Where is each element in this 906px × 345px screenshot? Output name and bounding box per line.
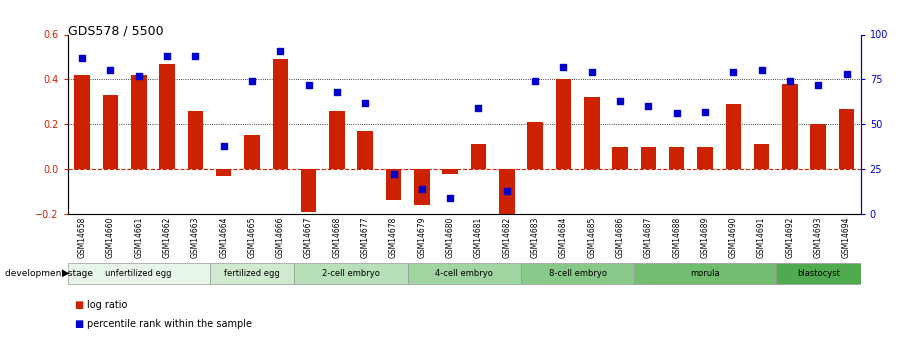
Point	[330, 89, 344, 95]
Text: percentile rank within the sample: percentile rank within the sample	[87, 319, 252, 329]
Point	[75, 55, 90, 61]
Bar	[358, 131, 373, 169]
Text: unfertilized egg: unfertilized egg	[105, 269, 172, 278]
Point	[217, 143, 231, 148]
Point	[471, 105, 486, 111]
Bar	[669, 147, 684, 169]
Bar	[131, 75, 147, 169]
Point	[188, 53, 203, 59]
Bar	[159, 64, 175, 169]
Point	[641, 104, 656, 109]
Text: ■: ■	[74, 319, 83, 329]
Bar	[442, 169, 458, 174]
Point	[415, 186, 429, 191]
Point	[358, 100, 372, 106]
Point	[726, 69, 740, 75]
FancyBboxPatch shape	[68, 263, 209, 284]
Bar	[102, 95, 118, 169]
Text: GDS578 / 5500: GDS578 / 5500	[68, 24, 164, 37]
Bar	[726, 104, 741, 169]
Point	[556, 64, 571, 70]
Bar	[584, 97, 600, 169]
Point	[273, 48, 287, 53]
Text: development stage: development stage	[5, 269, 92, 278]
Bar	[499, 169, 515, 218]
Bar	[188, 111, 203, 169]
Bar	[782, 84, 797, 169]
Point	[528, 78, 543, 84]
Point	[302, 82, 316, 88]
Bar	[245, 136, 260, 169]
Bar	[754, 145, 769, 169]
Point	[159, 53, 174, 59]
Point	[670, 111, 684, 116]
Text: log ratio: log ratio	[87, 300, 128, 310]
FancyBboxPatch shape	[408, 263, 521, 284]
Text: morula: morula	[690, 269, 719, 278]
Bar	[301, 169, 316, 212]
Point	[612, 98, 627, 104]
Bar	[216, 169, 231, 176]
Bar	[329, 111, 344, 169]
Bar	[273, 59, 288, 169]
Point	[245, 78, 259, 84]
Point	[783, 78, 797, 84]
Point	[131, 73, 146, 79]
Bar	[386, 169, 401, 200]
FancyBboxPatch shape	[776, 263, 861, 284]
FancyBboxPatch shape	[634, 263, 776, 284]
Bar	[414, 169, 429, 205]
Bar	[74, 75, 90, 169]
Point	[755, 68, 769, 73]
Text: blastocyst: blastocyst	[796, 269, 840, 278]
Point	[499, 188, 514, 193]
Text: 8-cell embryo: 8-cell embryo	[548, 269, 607, 278]
Text: 2-cell embryo: 2-cell embryo	[323, 269, 380, 278]
Point	[584, 69, 599, 75]
Bar	[641, 147, 656, 169]
Point	[839, 71, 853, 77]
FancyBboxPatch shape	[209, 263, 294, 284]
FancyBboxPatch shape	[294, 263, 408, 284]
Bar	[698, 147, 713, 169]
Point	[443, 195, 458, 200]
Bar	[471, 145, 487, 169]
Point	[103, 68, 118, 73]
Point	[811, 82, 825, 88]
Text: fertilized egg: fertilized egg	[224, 269, 280, 278]
Bar	[555, 79, 571, 169]
Point	[698, 109, 712, 115]
Text: ■: ■	[74, 300, 83, 310]
Text: ▶: ▶	[62, 268, 69, 278]
Bar	[527, 122, 543, 169]
FancyBboxPatch shape	[521, 263, 634, 284]
Bar	[839, 108, 854, 169]
Point	[386, 172, 400, 177]
Bar	[612, 147, 628, 169]
Bar	[811, 124, 826, 169]
Text: 4-cell embryo: 4-cell embryo	[436, 269, 493, 278]
